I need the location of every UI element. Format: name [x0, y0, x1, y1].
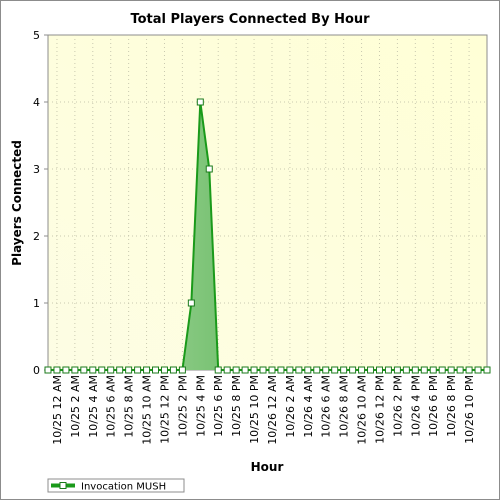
- data-point: [160, 366, 168, 374]
- x-tick-label: 10/26 4 AM: [302, 375, 315, 438]
- data-point: [259, 366, 267, 374]
- x-tick-label: 10/26 2 PM: [391, 375, 404, 437]
- x-tick-label: 10/25 2 AM: [69, 375, 82, 438]
- x-tick-label: 10/25 4 AM: [87, 375, 100, 438]
- y-tick-label: 2: [33, 230, 40, 243]
- x-tick-label: 10/26 6 AM: [320, 375, 333, 438]
- data-point: [349, 366, 357, 374]
- x-tick-label: 10/25 4 PM: [194, 375, 207, 437]
- x-tick-label: 10/25 10 PM: [248, 375, 261, 444]
- data-point: [62, 366, 70, 374]
- data-point: [214, 366, 222, 374]
- data-point: [44, 366, 52, 374]
- x-tick-label: 10/25 12 PM: [158, 375, 171, 444]
- x-tick-label: 10/26 6 PM: [427, 375, 440, 437]
- data-point: [250, 366, 258, 374]
- data-point: [143, 366, 151, 374]
- data-point: [384, 366, 392, 374]
- data-point: [375, 366, 383, 374]
- data-point: [71, 366, 79, 374]
- data-point: [456, 366, 464, 374]
- data-point: [187, 299, 195, 307]
- data-point: [152, 366, 160, 374]
- data-point: [438, 366, 446, 374]
- data-point: [232, 366, 240, 374]
- data-point: [134, 366, 142, 374]
- data-point: [411, 366, 419, 374]
- x-axis-title: Hour: [251, 460, 284, 474]
- data-point: [241, 366, 249, 374]
- data-point: [340, 366, 348, 374]
- legend-box: [47, 478, 185, 493]
- data-point: [98, 366, 106, 374]
- series-layer: [44, 98, 491, 374]
- y-tick-label: 3: [33, 163, 40, 176]
- y-axis-title: Players Connected: [10, 140, 24, 266]
- data-point: [125, 366, 133, 374]
- data-point: [304, 366, 312, 374]
- data-point: [178, 366, 186, 374]
- data-point: [447, 366, 455, 374]
- data-point: [277, 366, 285, 374]
- y-tick-label: 0: [33, 364, 40, 377]
- data-point: [223, 366, 231, 374]
- data-point: [367, 366, 375, 374]
- x-tick-label: 10/26 10 PM: [463, 375, 476, 444]
- data-point: [196, 98, 204, 106]
- x-tick-label: 10/25 6 PM: [212, 375, 225, 437]
- data-point: [322, 366, 330, 374]
- x-tick-label: 10/26 4 PM: [409, 375, 422, 437]
- y-tick-label: 1: [33, 297, 40, 310]
- x-axis-ticks: 10/25 12 AM 10/25 2 AM 10/25 4 AM 10/25 6 A…: [51, 375, 476, 445]
- x-tick-label: 10/25 8 AM: [123, 375, 136, 438]
- data-point: [286, 366, 294, 374]
- data-point: [474, 366, 482, 374]
- data-point: [420, 366, 428, 374]
- data-point: [393, 366, 401, 374]
- data-point: [429, 366, 437, 374]
- data-point: [483, 366, 491, 374]
- x-tick-label: 10/25 12 AM: [51, 375, 64, 445]
- legend: Invocation MUSH: [47, 478, 185, 493]
- data-point: [169, 366, 177, 374]
- data-point: [313, 366, 321, 374]
- x-tick-label: 10/26 8 AM: [338, 375, 351, 438]
- x-tick-label: 10/26 8 PM: [445, 375, 458, 437]
- data-point: [268, 366, 276, 374]
- x-tick-label: 10/26 2 AM: [284, 375, 297, 438]
- data-point: [80, 366, 88, 374]
- data-point: [116, 366, 124, 374]
- x-tick-label: 10/25 6 AM: [105, 375, 118, 438]
- data-point: [358, 366, 366, 374]
- legend-label: Invocation MUSH: [81, 482, 166, 493]
- chart-title: Total Players Connected By Hour: [130, 12, 370, 27]
- data-point: [53, 366, 61, 374]
- y-tick-label: 4: [33, 96, 40, 109]
- data-point: [465, 366, 473, 374]
- plot-area: [47, 34, 488, 371]
- x-tick-label: 10/25 8 PM: [230, 375, 243, 437]
- y-tick-label: 5: [33, 29, 40, 42]
- data-point: [107, 366, 115, 374]
- x-tick-label: 10/25 2 PM: [176, 375, 189, 437]
- data-point: [295, 366, 303, 374]
- data-point: [402, 366, 410, 374]
- x-tick-label: 10/26 12 PM: [373, 375, 386, 444]
- x-tick-label: 10/26 12 AM: [266, 375, 279, 445]
- y-axis-ticks: 0 1 2 3 4 5: [33, 29, 48, 377]
- data-point: [331, 366, 339, 374]
- data-point: [205, 165, 213, 173]
- x-tick-label: 10/25 10 AM: [141, 375, 154, 445]
- legend-swatch-marker: [59, 482, 67, 489]
- data-point: [89, 366, 97, 374]
- x-tick-label: 10/26 10 AM: [356, 375, 369, 445]
